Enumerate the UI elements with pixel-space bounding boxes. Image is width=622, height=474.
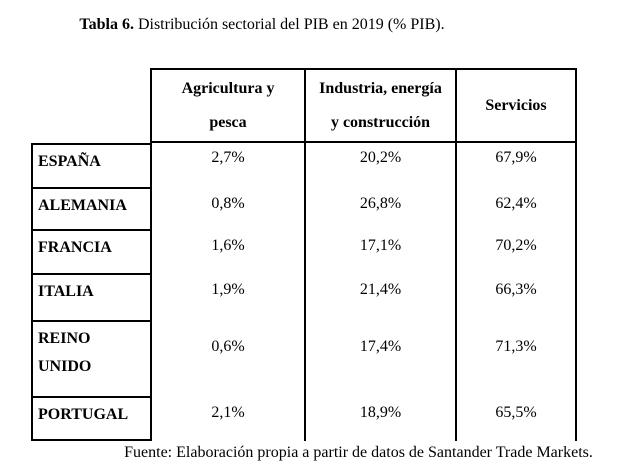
- cell-italia-industria: 21,4%: [304, 275, 455, 322]
- row-header-reino-unido: REINO UNIDO: [31, 322, 150, 398]
- row-header-italia: ITALIA: [31, 275, 150, 322]
- cell-portugal-servicios: 65,5%: [455, 398, 577, 441]
- cell-francia-agricultura: 1,6%: [150, 231, 304, 275]
- table-caption-text: Distribución sectorial del PIB en 2019 (…: [133, 16, 445, 33]
- cell-reino-unido-servicios: 71,3%: [455, 322, 577, 398]
- row-header-portugal: PORTUGAL: [31, 398, 150, 441]
- corner-cell: [31, 68, 150, 143]
- cell-italia-servicios: 66,3%: [455, 275, 577, 322]
- row-header-francia: FRANCIA: [31, 231, 150, 275]
- source-note: Fuente: Elaboración propia a partir de d…: [124, 444, 593, 461]
- table-caption-number: Tabla 6.: [79, 16, 134, 33]
- cell-reino-unido-agricultura: 0,6%: [150, 322, 304, 398]
- column-header-industria: Industria, energía y construcción: [304, 68, 455, 143]
- cell-francia-industria: 17,1%: [304, 231, 455, 275]
- cell-reino-unido-industria: 17,4%: [304, 322, 455, 398]
- cell-espana-servicios: 67,9%: [455, 143, 577, 189]
- cell-francia-servicios: 70,2%: [455, 231, 577, 275]
- row-header-alemania: ALEMANIA: [31, 189, 150, 231]
- row-header-espana: ESPAÑA: [31, 143, 150, 189]
- data-table: Agricultura y pesca Industria, energía y c…: [31, 68, 577, 441]
- cell-alemania-agricultura: 0,8%: [150, 189, 304, 231]
- cell-portugal-agricultura: 2,1%: [150, 398, 304, 441]
- cell-portugal-industria: 18,9%: [304, 398, 455, 441]
- cell-alemania-servicios: 62,4%: [455, 189, 577, 231]
- column-header-agricultura: Agricultura y pesca: [150, 68, 304, 143]
- cell-espana-agricultura: 2,7%: [150, 143, 304, 189]
- table-caption: Tabla 6. Distribución sectorial del PIB …: [0, 15, 524, 35]
- column-header-servicios: Servicios: [455, 68, 577, 143]
- cell-alemania-industria: 26,8%: [304, 189, 455, 231]
- cell-espana-industria: 20,2%: [304, 143, 455, 189]
- cell-italia-agricultura: 1,9%: [150, 275, 304, 322]
